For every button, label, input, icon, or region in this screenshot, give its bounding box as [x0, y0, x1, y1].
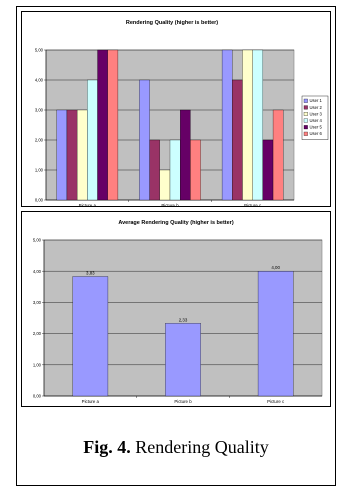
bar — [180, 109, 191, 201]
bar — [242, 49, 253, 201]
bar — [262, 139, 274, 201]
bar — [272, 109, 284, 201]
y-tick-label: 5,00 — [35, 48, 44, 53]
bar — [257, 271, 294, 397]
bar — [76, 109, 88, 201]
chart-title: Average Rendering Quality (higher is bet… — [118, 220, 233, 226]
y-tick-label: 0,00 — [35, 198, 44, 203]
bar — [159, 169, 171, 201]
caption-label: Fig. 4. — [83, 437, 131, 457]
legend-swatch — [303, 125, 308, 130]
legend-label: User 3 — [310, 111, 323, 116]
chart-rendering-quality: Rendering Quality (higher is better) 0,00… — [21, 11, 331, 207]
y-tick-label: 1,00 — [33, 362, 42, 367]
data-label: 2,33 — [179, 317, 188, 322]
bar — [190, 139, 201, 201]
x-tick-label: Picture c — [244, 203, 262, 206]
bar — [221, 49, 233, 201]
bar — [72, 276, 109, 397]
bar — [139, 79, 150, 201]
legend-swatch — [303, 112, 308, 116]
x-tick-label: Picture a — [82, 399, 100, 404]
data-label: 3,83 — [86, 271, 95, 276]
bar — [97, 49, 108, 201]
legend-label: User 2 — [310, 105, 323, 110]
bar — [169, 139, 181, 201]
bar — [165, 323, 201, 397]
bar — [232, 79, 243, 201]
legend-label: User 5 — [310, 125, 323, 130]
legend-swatch — [303, 131, 308, 136]
y-tick-label: 3,00 — [35, 108, 44, 113]
y-tick-label: 4,00 — [33, 269, 42, 274]
bar — [56, 109, 68, 201]
y-tick-label: 4,00 — [35, 78, 44, 83]
y-tick-label: 2,00 — [35, 138, 44, 143]
legend-label: User 6 — [310, 131, 323, 136]
y-tick-label: 5,00 — [33, 238, 42, 243]
bar — [149, 139, 160, 201]
legend-swatch — [303, 105, 308, 110]
legend-label: User 4 — [310, 118, 323, 123]
bar — [252, 49, 264, 201]
legend-swatch — [303, 98, 308, 103]
chart-1-svg: Rendering Quality (higher is better) 0,00… — [35, 20, 329, 206]
y-tick-label: 1,00 — [35, 168, 44, 173]
x-tick-label: Picture b — [174, 399, 192, 404]
y-tick-label: 2,00 — [33, 331, 42, 336]
bar — [87, 79, 98, 201]
bar — [107, 49, 119, 201]
legend-swatch — [303, 118, 308, 123]
x-tick-label: Picture c — [267, 399, 285, 404]
chart-2-svg: Average Rendering Quality (higher is bet… — [33, 220, 323, 404]
legend-label: User 1 — [310, 98, 323, 103]
chart-average-rendering-quality: Average Rendering Quality (higher is bet… — [21, 211, 331, 407]
caption-text: Rendering Quality — [130, 437, 269, 457]
y-tick-label: 3,00 — [33, 300, 42, 305]
figure-caption: Fig. 4. Rendering Quality — [17, 437, 335, 458]
bar — [66, 109, 78, 201]
data-label: 4,00 — [271, 265, 280, 270]
x-tick-label: Picture a — [79, 203, 97, 206]
figure-frame: Rendering Quality (higher is better) 0,00… — [16, 6, 336, 486]
x-tick-label: Picture b — [161, 203, 179, 206]
y-tick-label: 0,00 — [33, 394, 42, 399]
chart-title: Rendering Quality (higher is better) — [126, 20, 218, 26]
